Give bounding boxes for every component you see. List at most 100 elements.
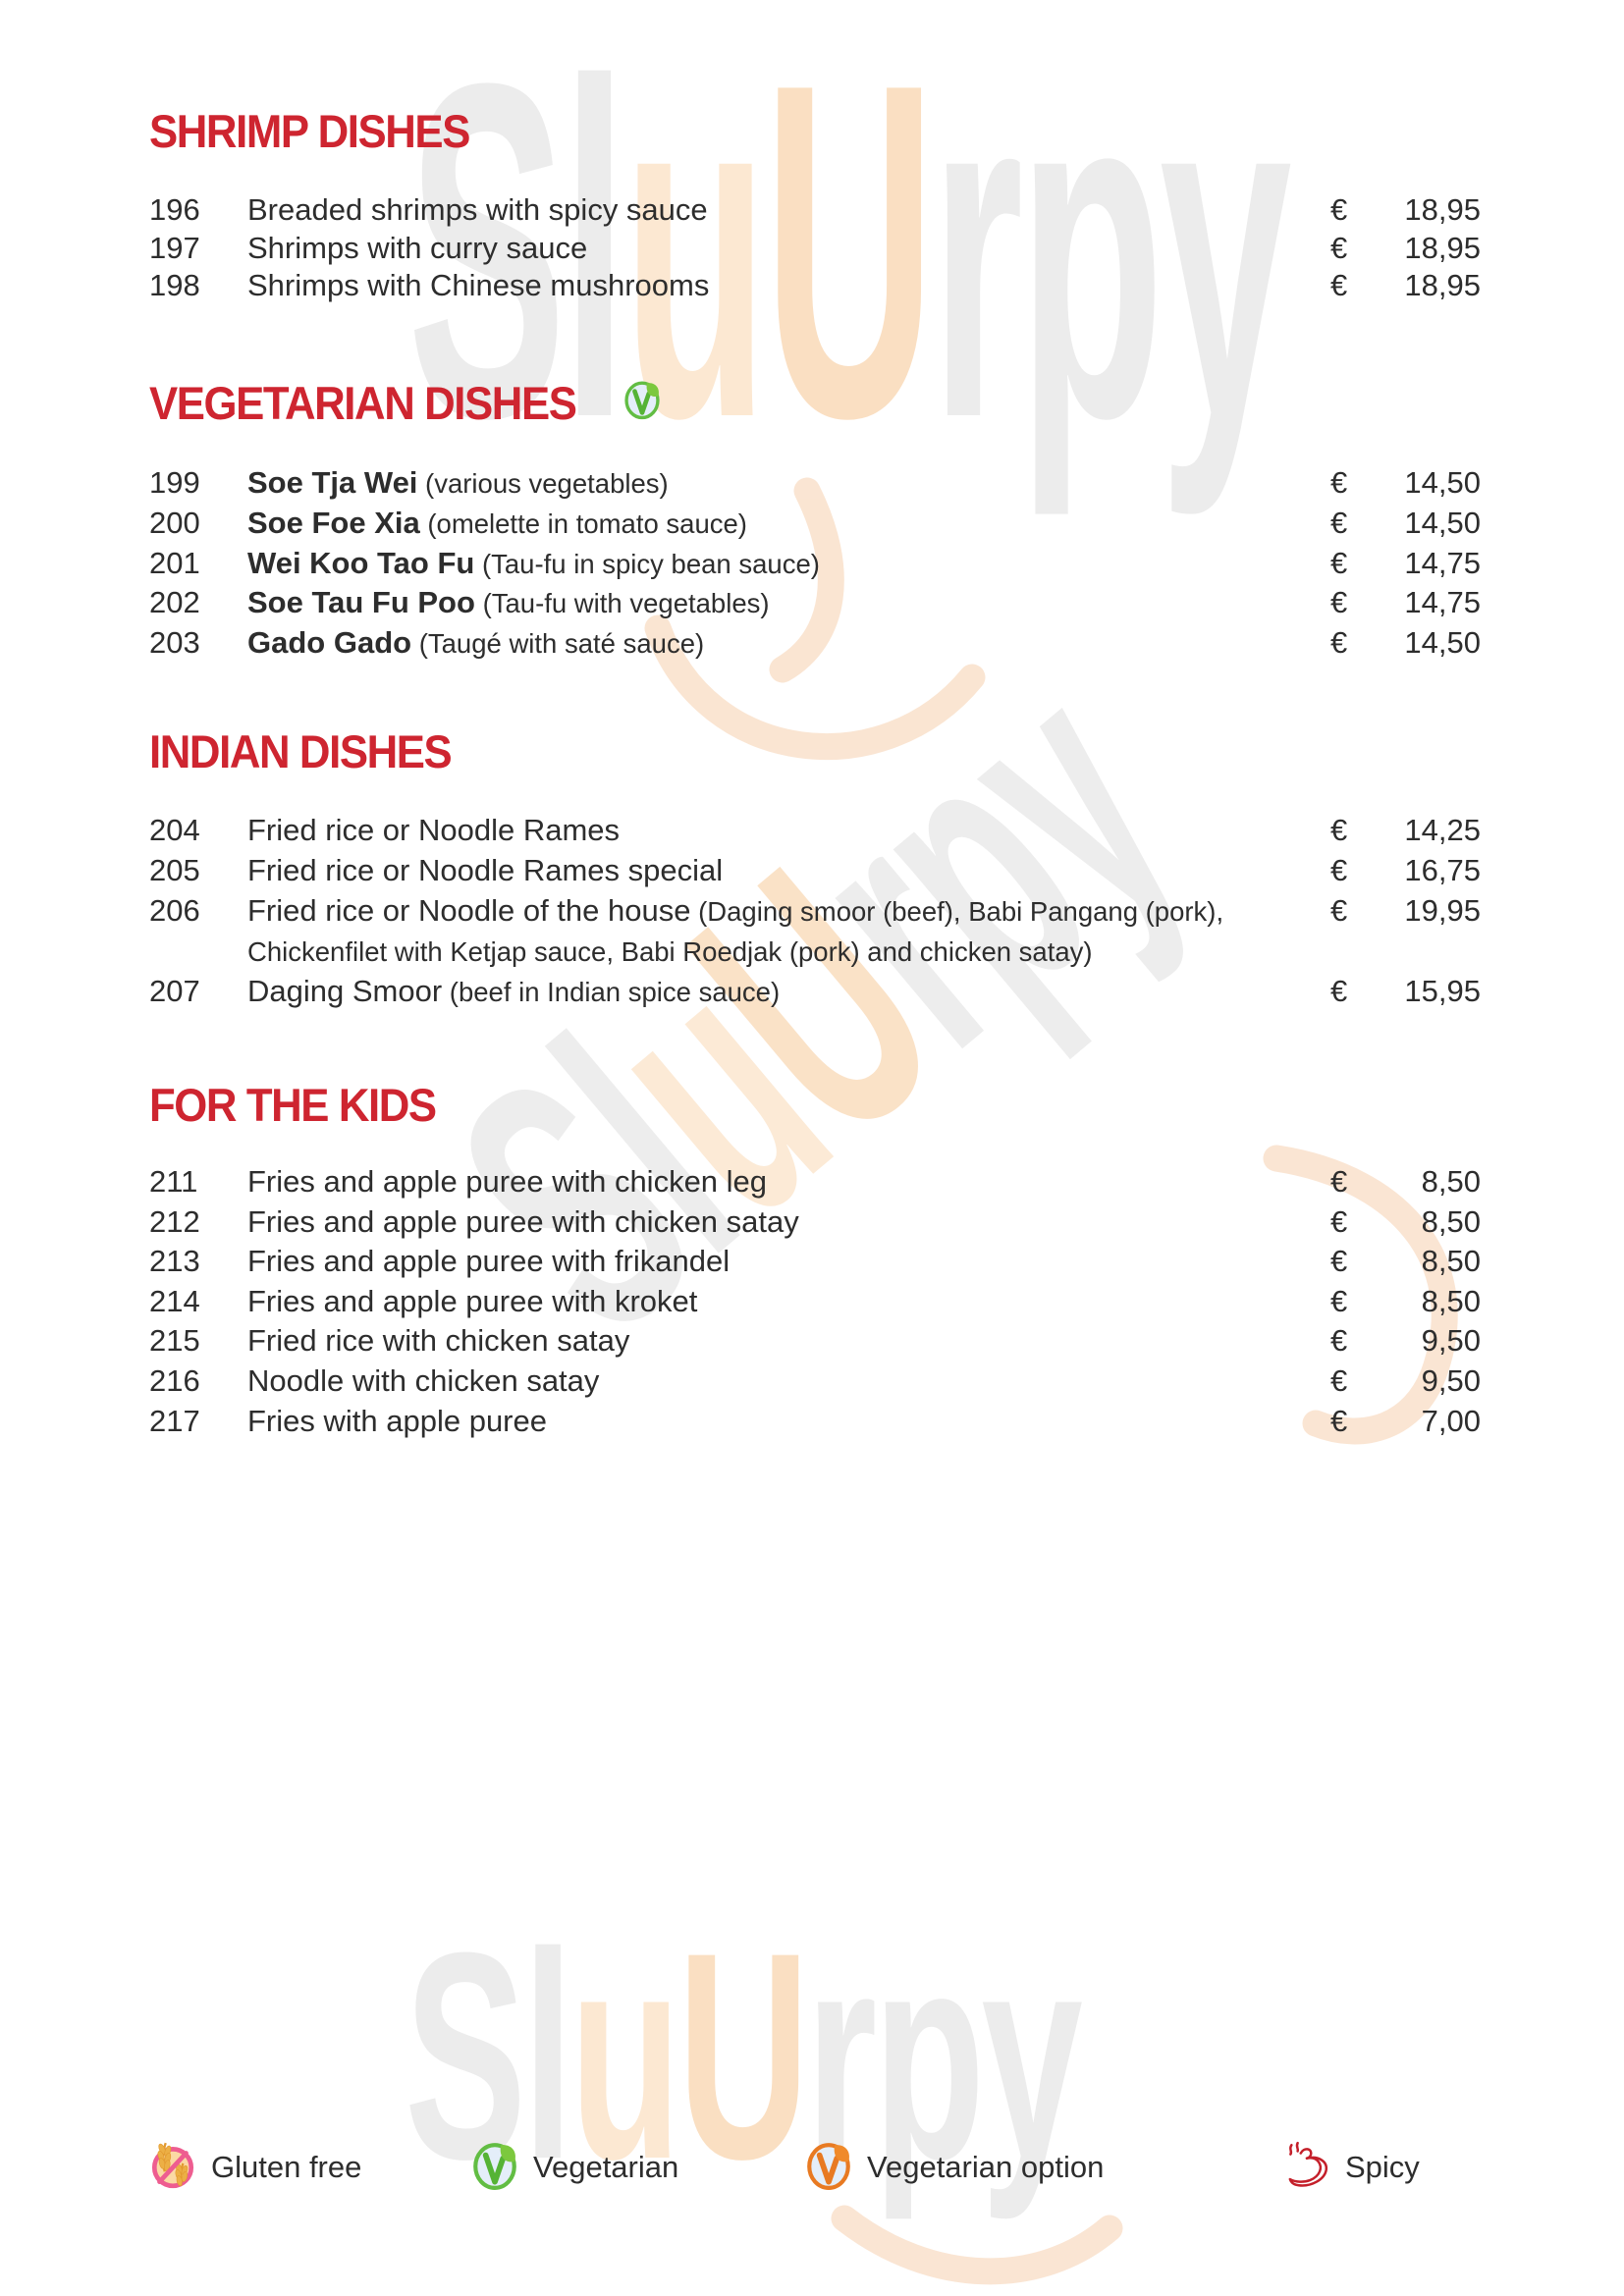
currency-symbol: € — [1330, 1283, 1348, 1318]
menu-item-201: 201 Wei Koo Tao Fu (Tau-fu in spicy bean … — [149, 544, 1481, 584]
currency-symbol: € — [1330, 192, 1348, 227]
item-number: 202 — [149, 585, 200, 620]
section-kids: FOR THE KIDS 211 Fries and apple puree wit… — [149, 1082, 1481, 1441]
item-text: Fries and apple puree with frikandel — [247, 1242, 730, 1281]
menu-item-213: 213 Fries and apple puree with frikandel €… — [149, 1242, 1481, 1282]
item-number: 217 — [149, 1403, 200, 1438]
item-name: Fries and apple puree with kroket — [247, 1283, 698, 1318]
item-price: €18,95 — [1330, 266, 1481, 305]
item-text: Soe Foe Xia (omelette in tomato sauce) — [247, 504, 747, 544]
item-text: Fries with apple puree — [247, 1402, 547, 1441]
menu-item-202: 202 Soe Tau Fu Poo (Tau-fu with vegetable… — [149, 583, 1481, 623]
watermark-text-segment: Sl — [407, 0, 627, 516]
item-name: Fried rice or Noodle Rames special — [247, 853, 724, 887]
legend-label: Spicy — [1345, 2150, 1420, 2184]
watermark-text-segment: U — [763, 0, 936, 516]
item-price: €18,95 — [1330, 229, 1481, 268]
price-amount: 8,50 — [1421, 1164, 1481, 1199]
item-price: €14,50 — [1330, 504, 1481, 543]
price-amount: 19,95 — [1404, 893, 1481, 928]
item-price: €8,50 — [1330, 1282, 1481, 1321]
item-price: €14,75 — [1330, 583, 1481, 622]
item-number: 199 — [149, 465, 200, 500]
vegetarian-option-icon — [807, 2142, 850, 2190]
section-title-text: INDIAN DISHES — [149, 725, 453, 777]
item-price: €18,95 — [1330, 190, 1481, 230]
item-price: €15,95 — [1330, 972, 1481, 1011]
item-number: 214 — [149, 1283, 200, 1318]
currency-symbol: € — [1330, 230, 1348, 265]
menu-item-212: 212 Fries and apple puree with chicken sa… — [149, 1202, 1481, 1243]
item-text: Fried rice or Noodle of the house (Dagin… — [247, 891, 1239, 972]
menu-item-215: 215 Fried rice with chicken satay €9,50 — [149, 1321, 1481, 1362]
section-title-text: FOR THE KIDS — [149, 1079, 437, 1131]
menu-item-211: 211 Fries and apple puree with chicken le… — [149, 1162, 1481, 1202]
currency-symbol: € — [1330, 974, 1348, 1008]
item-description: (various vegetables) — [417, 468, 669, 499]
legend-icon-wrap — [803, 2140, 854, 2196]
currency-symbol: € — [1330, 1323, 1348, 1359]
watermark-text-segment: rpy — [930, 0, 1292, 516]
menu-item-200: 200 Soe Foe Xia (omelette in tomato sauce… — [149, 504, 1481, 544]
price-amount: 18,95 — [1404, 230, 1481, 265]
item-number: 201 — [149, 545, 200, 580]
item-number: 205 — [149, 853, 200, 887]
item-text: Breaded shrimps with spicy sauce — [247, 190, 708, 230]
item-name: Gado Gado — [247, 625, 412, 661]
item-text: Fries and apple puree with chicken satay — [247, 1202, 799, 1242]
currency-symbol: € — [1330, 1362, 1348, 1398]
item-name: Soe Foe Xia — [247, 505, 420, 540]
menu-item-205: 205 Fried rice or Noodle Rames special €16… — [149, 851, 1481, 891]
item-description: (omelette in tomato sauce) — [419, 507, 747, 539]
currency-symbol: € — [1330, 1203, 1348, 1239]
price-amount: 8,50 — [1421, 1203, 1481, 1239]
currency-symbol: € — [1330, 1403, 1348, 1438]
item-text: Soe Tja Wei (various vegetables) — [247, 463, 669, 504]
menu-item-217: 217 Fries with apple puree €7,00 — [149, 1402, 1481, 1442]
menu-item-197: 197 Shrimps with curry sauce €18,95 — [149, 229, 1481, 267]
item-price: €14,25 — [1330, 811, 1481, 850]
price-amount: 8,50 — [1421, 1244, 1481, 1279]
item-list: 196 Breaded shrimps with spicy sauce €18,9… — [149, 190, 1481, 304]
item-price: €9,50 — [1330, 1362, 1481, 1401]
item-text: Gado Gado (Taugé with saté sauce) — [247, 623, 704, 664]
item-number: 212 — [149, 1203, 200, 1239]
vegetarian-icon — [624, 381, 660, 420]
price-amount: 18,95 — [1404, 268, 1481, 303]
item-description: (Tau-fu with vegetables) — [474, 588, 770, 619]
item-number: 206 — [149, 893, 200, 928]
item-number: 204 — [149, 813, 200, 847]
item-text: Wei Koo Tao Fu (Tau-fu in spicy bean sau… — [247, 544, 820, 584]
menu-item-206: 206 Fried rice or Noodle of the house (Da… — [149, 891, 1481, 972]
item-text: Shrimps with curry sauce — [247, 229, 587, 268]
item-price: €9,50 — [1330, 1321, 1481, 1361]
item-name: Wei Koo Tao Fu — [247, 545, 475, 580]
price-amount: 18,95 — [1404, 192, 1481, 227]
section-title-icon-wrap — [622, 379, 663, 428]
price-amount: 14,25 — [1404, 813, 1481, 847]
item-name: Daging Smoor — [247, 974, 443, 1008]
item-text: Noodle with chicken satay — [247, 1362, 599, 1401]
item-number: 216 — [149, 1362, 200, 1398]
item-text: Fries and apple puree with kroket — [247, 1282, 697, 1321]
item-price: €14,50 — [1330, 623, 1481, 663]
legend-icon-wrap — [469, 2140, 520, 2196]
menu-item-207: 207 Daging Smoor (beef in Indian spice sa… — [149, 972, 1481, 1012]
price-amount: 14,50 — [1404, 465, 1481, 500]
item-text: Shrimps with Chinese mushrooms — [247, 266, 709, 305]
price-amount: 9,50 — [1421, 1323, 1481, 1359]
section-title-text: VEGETARIAN DISHES — [149, 377, 577, 429]
item-price: €8,50 — [1330, 1162, 1481, 1201]
item-price: €7,00 — [1330, 1402, 1481, 1441]
menu-item-214: 214 Fries and apple puree with kroket €8,5… — [149, 1282, 1481, 1322]
item-price: €14,50 — [1330, 463, 1481, 503]
spicy-icon — [1288, 2141, 1328, 2187]
item-name: Fried rice or Noodle of the house — [247, 893, 691, 928]
item-text: Fries and apple puree with chicken leg — [247, 1162, 767, 1201]
price-amount: 8,50 — [1421, 1283, 1481, 1318]
item-name: Shrimps with curry sauce — [247, 230, 588, 265]
legend: Gluten free Vegetarian Vegetarian option… — [0, 2140, 1624, 2195]
item-list: 199 Soe Tja Wei (various vegetables) €14,5… — [149, 463, 1481, 664]
price-amount: 15,95 — [1404, 974, 1481, 1008]
